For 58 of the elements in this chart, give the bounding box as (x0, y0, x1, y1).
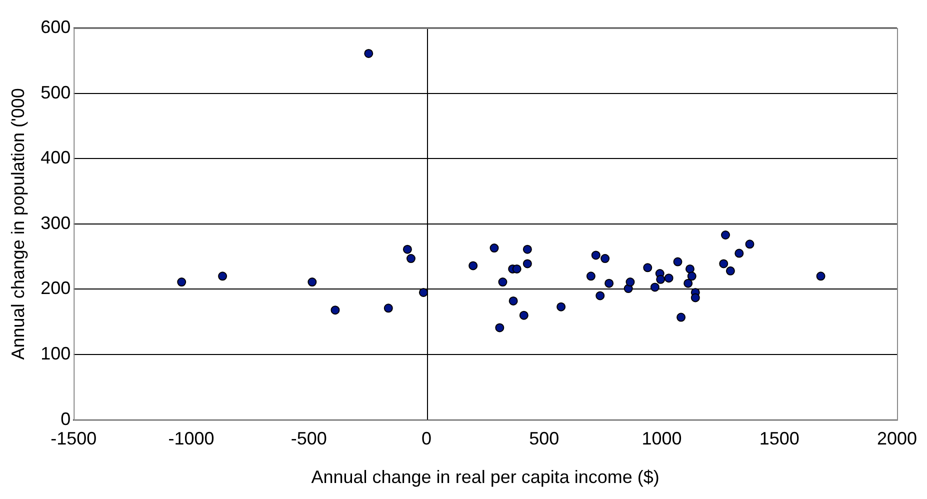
point (364, 48, 374, 58)
point (600, 254, 610, 264)
point (664, 274, 674, 283)
x-tick-label: 0 (421, 428, 432, 449)
y-tick-label: 300 (40, 212, 71, 233)
point (719, 259, 728, 268)
point (418, 288, 428, 297)
point (626, 278, 635, 287)
point (556, 302, 566, 312)
x-tick-label: 1000 (642, 428, 682, 449)
y-tick-label: 600 (40, 16, 71, 37)
point (721, 230, 730, 240)
point (591, 250, 600, 260)
point (490, 244, 499, 253)
x-tick-label: -1000 (168, 428, 214, 449)
point (690, 293, 700, 302)
point (726, 266, 735, 276)
point (218, 272, 228, 281)
point (406, 254, 416, 264)
point (308, 278, 317, 287)
point (734, 248, 744, 258)
y-tick-label: 400 (40, 148, 71, 168)
point (177, 278, 186, 287)
point (519, 310, 528, 320)
point (586, 272, 596, 281)
point (745, 240, 754, 249)
point (495, 323, 504, 332)
point (676, 312, 686, 322)
point (330, 306, 340, 315)
x-tick-label: -1500 (50, 428, 97, 449)
x-tick-label: 1500 (759, 428, 800, 449)
x-tick-label: 2000 (876, 428, 918, 449)
point (643, 263, 652, 272)
point (604, 278, 614, 288)
y-tick-label: 500 (40, 82, 71, 102)
x-tick-label: 500 (529, 428, 560, 449)
point (468, 261, 478, 270)
y-axis-title: Annual change in population ('000 (8, 88, 28, 360)
x-axis-title: Annual change in real per capita income ($) (311, 467, 660, 488)
point (512, 264, 522, 274)
point (687, 272, 696, 281)
point (656, 274, 666, 284)
x-tick-label: -500 (290, 428, 327, 449)
y-tick-label: 0 (60, 408, 71, 429)
point (816, 272, 826, 281)
point (522, 244, 532, 254)
point (685, 264, 694, 274)
point (684, 278, 693, 288)
point (508, 296, 518, 306)
point (596, 291, 605, 300)
y-tick-label: 100 (40, 343, 71, 364)
point (402, 244, 412, 254)
point (498, 278, 508, 287)
point (384, 304, 393, 313)
point (650, 282, 660, 292)
point (673, 257, 682, 266)
point (522, 259, 532, 268)
y-tick-label: 200 (40, 278, 71, 298)
